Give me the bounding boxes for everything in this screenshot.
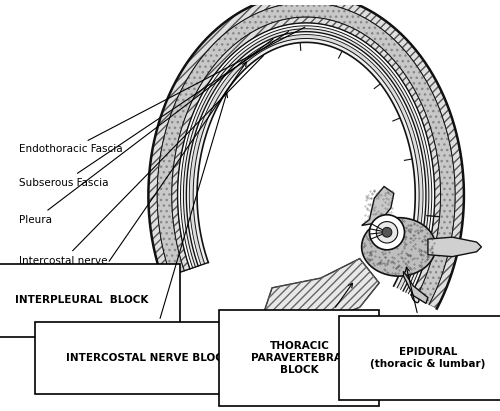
Polygon shape (148, 0, 464, 309)
Polygon shape (190, 35, 423, 290)
Polygon shape (178, 23, 434, 295)
Text: THORACIC
PARAVERTEBRAL
BLOCK: THORACIC PARAVERTEBRAL BLOCK (250, 283, 352, 374)
Polygon shape (404, 271, 428, 303)
Polygon shape (172, 17, 440, 298)
Polygon shape (193, 39, 419, 288)
Text: Endothoracic Fascia: Endothoracic Fascia (19, 27, 305, 155)
Polygon shape (184, 29, 429, 292)
Circle shape (382, 227, 392, 237)
Text: INTERCOSTAL NERVE BLOCK: INTERCOSTAL NERVE BLOCK (66, 93, 231, 363)
Text: EPIDURAL
(thoracic & lumbar): EPIDURAL (thoracic & lumbar) (370, 268, 486, 369)
Polygon shape (262, 259, 379, 327)
Text: Subserous Fascia: Subserous Fascia (19, 32, 288, 187)
Text: Pleura: Pleura (19, 39, 274, 225)
Text: Intercostal nerve: Intercostal nerve (19, 55, 264, 266)
Ellipse shape (412, 292, 419, 302)
Polygon shape (186, 32, 426, 291)
Polygon shape (362, 187, 394, 226)
Text: INTERPLEURAL  BLOCK: INTERPLEURAL BLOCK (16, 62, 246, 305)
Polygon shape (428, 237, 482, 256)
Polygon shape (180, 26, 432, 294)
Polygon shape (362, 218, 436, 276)
Circle shape (370, 215, 404, 250)
Polygon shape (157, 2, 455, 305)
Circle shape (376, 222, 398, 243)
